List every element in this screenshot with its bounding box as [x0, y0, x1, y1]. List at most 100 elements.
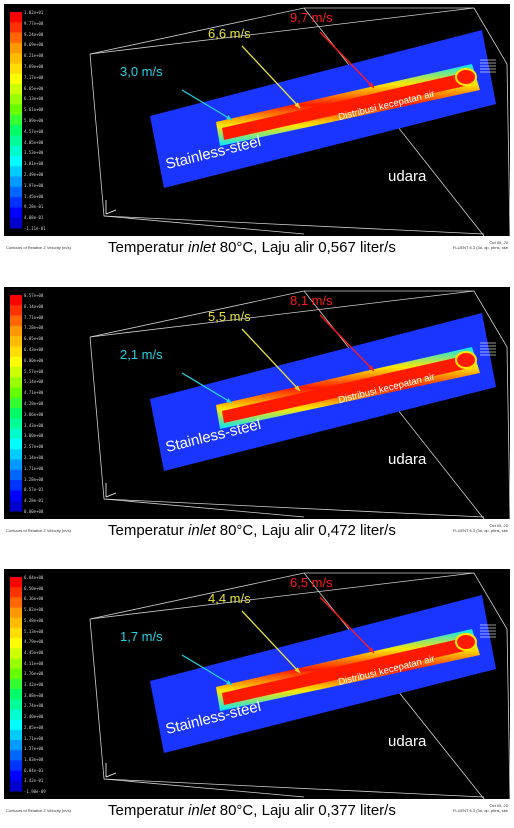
colorbar-tick-label: 2.74e+00 [24, 703, 44, 709]
colorbar-swatch [10, 73, 22, 85]
colorbar-swatch [10, 197, 22, 208]
jet-outlet-bulge [455, 633, 477, 651]
colorbar-tick-label: 4.28e+00 [24, 401, 44, 406]
colorbar-tick-label: -1.11e-01 [24, 226, 46, 231]
colorbar-swatch [10, 689, 22, 700]
colorbar-tick-label: 4.11e+00 [24, 660, 44, 666]
colorbar-tick-label: 6.84e-01 [24, 767, 44, 773]
outlet-grid [480, 59, 496, 73]
colorbar-tick-label: 1.71e+00 [24, 735, 44, 741]
colorbar [10, 577, 22, 792]
colorbar-tick-label: 2.05e+00 [24, 724, 44, 730]
colorbar-swatch [10, 176, 22, 188]
caption-suffix: 80°C, Laju alir 0,567 liter/s [215, 239, 396, 256]
colorbar-tick-label: 4.57e+00 [24, 128, 44, 134]
water-jet-core [222, 637, 474, 705]
colorbar-tick-label: 6.50e+00 [24, 585, 44, 591]
caption-right: Oct 05, 20 FLUENT 6.3 (3d, dp, pbns, ske [453, 803, 508, 813]
caption-main: Temperatur inlet 80°C, Laju alir 0,472 l… [108, 522, 396, 539]
colorbar-swatch [10, 760, 22, 772]
label-mid-velocity: 6,6 m/s [208, 26, 251, 41]
colorbar-tick-label: 9.24e+00 [24, 31, 44, 37]
label-medium: udara [388, 168, 427, 185]
colorbar-tick-label: 5.09e+00 [24, 118, 44, 123]
colorbar-swatch [10, 408, 22, 419]
jet-outlet-bulge [455, 351, 477, 369]
colorbar-tick-label: 3.76e+00 [24, 671, 44, 677]
colorbar-tick-label: 9.28e-01 [24, 204, 44, 210]
colorbar-swatch [10, 729, 22, 741]
arrow-mid [241, 328, 301, 392]
colorbar-swatch [10, 770, 22, 782]
colorbar-swatch [10, 387, 22, 399]
colorbar-tick-label: 4.71e+00 [24, 390, 44, 396]
caption-left: Contours of Relative Z Velocity (m/s) [6, 808, 71, 813]
colorbar-swatch [10, 186, 22, 198]
colorbar-tick-label: 6.13e+00 [24, 96, 44, 102]
colorbar-swatch [10, 617, 22, 629]
colorbar-tick-label: 5.61e+00 [24, 107, 44, 113]
axis-triad-icon [105, 763, 117, 778]
colorbar-tick-label: 5.14e+00 [24, 379, 44, 385]
outlet-grid [480, 342, 496, 356]
colorbar-tick-label: 7.28e+00 [24, 325, 44, 331]
colorbar-swatch [10, 469, 22, 481]
colorbar-swatch [10, 449, 22, 461]
colorbar-swatch [10, 166, 22, 178]
colorbar-tick-label: 6.43e+00 [24, 347, 44, 352]
colorbar-tick-label: 6.00e+00 [24, 357, 44, 363]
caption-date: Oct 05, 20 [489, 523, 508, 528]
colorbar-swatch [10, 397, 22, 409]
colorbar-tick-label: 3.42e-01 [24, 778, 44, 784]
colorbar-tick-label: 7.17e+00 [24, 74, 44, 80]
colorbar-tick-label: 6.16e+00 [24, 596, 44, 602]
caption-suffix: 80°C, Laju alir 0,472 liter/s [215, 522, 396, 539]
colorbar-swatch [10, 207, 22, 219]
colorbar-tick-label: 2.14e+00 [24, 455, 44, 460]
colorbar-swatch [10, 780, 22, 792]
colorbar-swatch [10, 367, 22, 378]
colorbar-swatch [10, 325, 22, 337]
colorbar-swatch [10, 346, 22, 358]
colorbar-tick-label: 8.14e+00 [24, 303, 44, 309]
colorbar-swatch [10, 490, 22, 502]
colorbar-tick-label: 8.69e+00 [24, 42, 44, 48]
caption-italic: inlet [188, 239, 216, 256]
colorbar-swatch [10, 305, 22, 317]
caption-left: Contours of Relative Z Velocity (m/s) [6, 245, 71, 250]
caption-italic: inlet [188, 522, 216, 539]
colorbar-tick-label: 3.53e+00 [24, 150, 44, 156]
colorbar-swatch [10, 627, 22, 639]
caption-right: Oct 05, 20 FLUENT 6.3 (3d, dp, pbns, ske [453, 523, 508, 533]
colorbar-swatch [10, 156, 22, 167]
colorbar-swatch [10, 32, 22, 44]
water-jet-core [222, 72, 474, 140]
colorbar-swatch [10, 12, 22, 23]
colorbar-swatch [10, 53, 22, 64]
caption-prefix: Temperatur [108, 802, 189, 819]
water-jet-core [222, 355, 474, 423]
caption-right: Oct 05, 20 FLUENT 6.3 (3d, dp, pbns, ske [453, 240, 508, 250]
colorbar-swatch [10, 750, 22, 761]
label-medium: udara [388, 733, 427, 750]
colorbar-tick-label: 4.08e-01 [24, 215, 44, 221]
colorbar-tick-label: 1.02e+01 [24, 10, 44, 15]
colorbar-tick-label: 1.97e+00 [24, 182, 44, 188]
colorbar-swatch [10, 699, 22, 710]
colorbar-swatch [10, 114, 22, 126]
colorbar-swatch [10, 84, 22, 95]
colorbar-tick-label: 2.57e+00 [24, 444, 44, 450]
colorbar-tick-label: 1.37e+00 [24, 746, 44, 752]
caption-suffix: 80°C, Laju alir 0,377 liter/s [215, 802, 396, 819]
label-mid-velocity: 5,5 m/s [208, 309, 251, 324]
colorbar-swatch [10, 607, 22, 619]
colorbar-tick-label: 1.28e+00 [24, 476, 44, 482]
colorbar-tick-label: 3.00e+00 [24, 433, 44, 439]
colorbar-swatch [10, 719, 22, 731]
caption-strip: Contours of Relative Z Velocity (m/s) Tem… [4, 799, 510, 825]
colorbar-tick-label: 1.45e+00 [24, 193, 44, 199]
arrow-max [319, 596, 375, 654]
colorbar-swatch [10, 740, 22, 751]
velocity-contour-scene [10, 572, 510, 799]
colorbar-tick-label: 1.71e+00 [24, 465, 44, 471]
